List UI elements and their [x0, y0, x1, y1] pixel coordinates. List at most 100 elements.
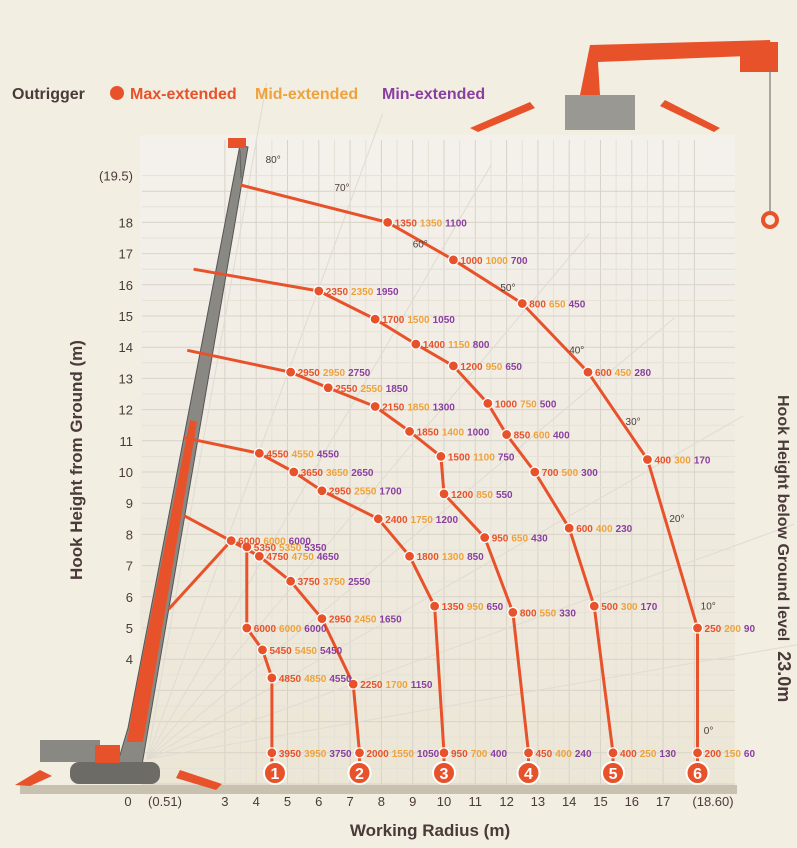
load-value-mid: 4550	[292, 449, 315, 460]
data-point	[313, 285, 325, 297]
load-value-min: 4550	[317, 449, 340, 460]
load-value-min: 280	[634, 368, 651, 379]
load-value-min: 800	[473, 340, 490, 351]
angle-label: 60°	[413, 239, 428, 250]
load-value-max: 2000	[366, 749, 389, 760]
x-tick-label: 12	[499, 794, 513, 809]
load-value-max: 1700	[382, 315, 405, 326]
data-point	[691, 622, 704, 634]
load-value-min: 400	[490, 749, 507, 760]
load-label: 2950 2550 1700	[329, 487, 402, 498]
angle-line	[146, 523, 795, 760]
load-label: 2150 1850 1300	[382, 402, 455, 413]
boom-marker-2	[347, 761, 372, 785]
y-tick-label: 18	[119, 215, 133, 230]
data-point	[588, 600, 600, 612]
load-label: 3950 3950 3750	[279, 749, 352, 760]
data-point	[225, 535, 237, 547]
angle-label: 50°	[500, 283, 515, 294]
load-value-min: 650	[505, 362, 522, 373]
x-tick-label: 14	[562, 794, 576, 809]
angle-label: 80°	[266, 155, 281, 166]
load-value-max: 450	[536, 749, 553, 760]
boom-marker-1	[262, 761, 287, 785]
x-tick-label: 15	[593, 794, 607, 809]
legend: Outrigger Max-extended Mid-extended Min-…	[12, 86, 485, 103]
load-value-min: 500	[540, 399, 557, 410]
load-value-max: 4550	[266, 449, 289, 460]
data-point	[507, 606, 519, 619]
angle-label: 20°	[669, 514, 684, 525]
load-value-max: 2150	[382, 402, 405, 413]
load-label: 2350 2350 1950	[326, 287, 399, 298]
load-value-min: 170	[641, 602, 658, 613]
boom-marker-label: 5	[609, 766, 618, 783]
load-value-mid: 1750	[411, 515, 434, 526]
load-label: 600 450 280	[595, 368, 651, 379]
load-value-max: 2250	[360, 680, 383, 691]
data-point	[253, 447, 265, 459]
load-value-max: 600	[576, 524, 593, 535]
load-value-min: 2750	[348, 368, 371, 379]
load-value-max: 1000	[495, 399, 518, 410]
load-value-mid: 700	[471, 749, 488, 760]
load-value-mid: 1400	[442, 427, 465, 438]
load-value-mid: 2350	[351, 287, 374, 298]
load-value-mid: 150	[724, 749, 741, 760]
load-value-min: 3750	[329, 749, 352, 760]
legend-max-extended: Max-extended	[130, 86, 237, 103]
data-point	[501, 428, 513, 441]
load-value-mid: 3950	[304, 749, 327, 760]
load-value-mid: 5350	[279, 543, 302, 554]
y-tick-label: 13	[119, 371, 133, 386]
load-label: 200 150 60	[705, 749, 756, 760]
y-tick-label: 4	[126, 652, 133, 667]
x-tick-label: 5	[284, 794, 291, 809]
load-value-mid: 1500	[407, 315, 430, 326]
load-value-min: 6000	[304, 624, 327, 635]
y-tick-label: 8	[126, 527, 133, 542]
load-value-mid: 3750	[323, 577, 346, 588]
angle-label: 30°	[626, 417, 641, 428]
load-value-min: 700	[511, 256, 528, 267]
x-tick-label: 11	[469, 794, 483, 809]
legend-title: Outrigger	[12, 86, 85, 103]
load-label: 6000 6000 6000	[254, 624, 327, 635]
data-point	[403, 550, 416, 562]
data-point	[522, 747, 535, 759]
data-point	[369, 313, 381, 325]
x-tick-label: 16	[625, 794, 639, 809]
load-value-mid: 1150	[448, 340, 470, 351]
y-tick-label: 17	[119, 247, 133, 262]
load-value-max: 400	[654, 456, 671, 467]
load-value-max: 2950	[298, 368, 321, 379]
load-value-min: 60	[744, 749, 756, 760]
load-value-mid: 450	[615, 368, 632, 379]
data-point	[435, 450, 447, 462]
x-tick-label: 10	[437, 794, 451, 809]
x-tick-label: 6	[315, 794, 322, 809]
load-label: 950 700 400	[451, 749, 507, 760]
load-value-max: 3650	[301, 468, 324, 479]
load-label: 2550 2550 1850	[335, 384, 408, 395]
load-value-mid: 950	[486, 362, 503, 373]
load-value-max: 950	[492, 534, 509, 545]
angle-label: 10°	[701, 601, 716, 612]
data-point	[438, 747, 450, 759]
data-point	[241, 622, 253, 634]
data-point	[438, 488, 450, 500]
load-value-min: 1050	[433, 315, 456, 326]
load-value-min: 2650	[351, 468, 374, 479]
data-point	[516, 297, 528, 310]
y-tick-label: 5	[126, 621, 133, 636]
load-value-mid: 400	[596, 524, 613, 535]
load-value-mid: 650	[511, 534, 528, 545]
load-label: 2400 1750 1200	[385, 515, 458, 526]
angle-line	[146, 82, 268, 760]
load-value-max: 1200	[460, 362, 483, 373]
load-value-min: 300	[581, 468, 598, 479]
data-point	[266, 747, 278, 759]
load-value-mid: 1850	[407, 402, 430, 413]
load-value-mid: 400	[555, 749, 572, 760]
